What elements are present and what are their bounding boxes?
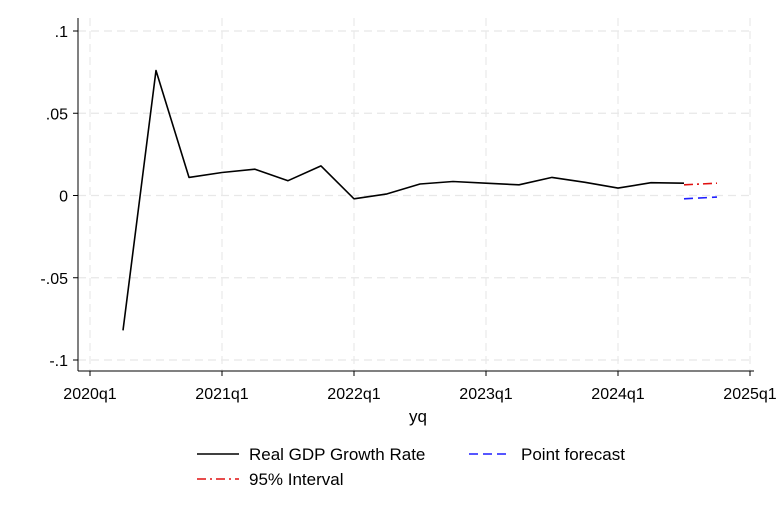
x-axis-title: yq — [409, 407, 427, 426]
series-line-95-interval — [683, 182, 718, 186]
x-tick-label: 2023q1 — [459, 386, 512, 403]
series-line-point-forecast — [683, 196, 718, 200]
x-tick-label: 2025q1 — [723, 386, 776, 403]
legend-label: Real GDP Growth Rate — [249, 445, 425, 464]
y-tick-label: -.1 — [49, 353, 68, 370]
series-line-real-gdp-growth-rate — [122, 69, 685, 331]
y-tick-label: .05 — [46, 106, 68, 123]
y-tick-label: .1 — [55, 24, 68, 41]
legend-label: Point forecast — [521, 445, 625, 464]
legend-label: 95% Interval — [249, 470, 344, 489]
y-tick-label: 0 — [59, 189, 68, 206]
x-tick-label: 2022q1 — [327, 386, 380, 403]
y-tick-label: -.05 — [40, 271, 68, 288]
x-tick-label: 2024q1 — [591, 386, 644, 403]
x-tick-label: 2021q1 — [195, 386, 248, 403]
x-tick-label: 2020q1 — [63, 386, 116, 403]
